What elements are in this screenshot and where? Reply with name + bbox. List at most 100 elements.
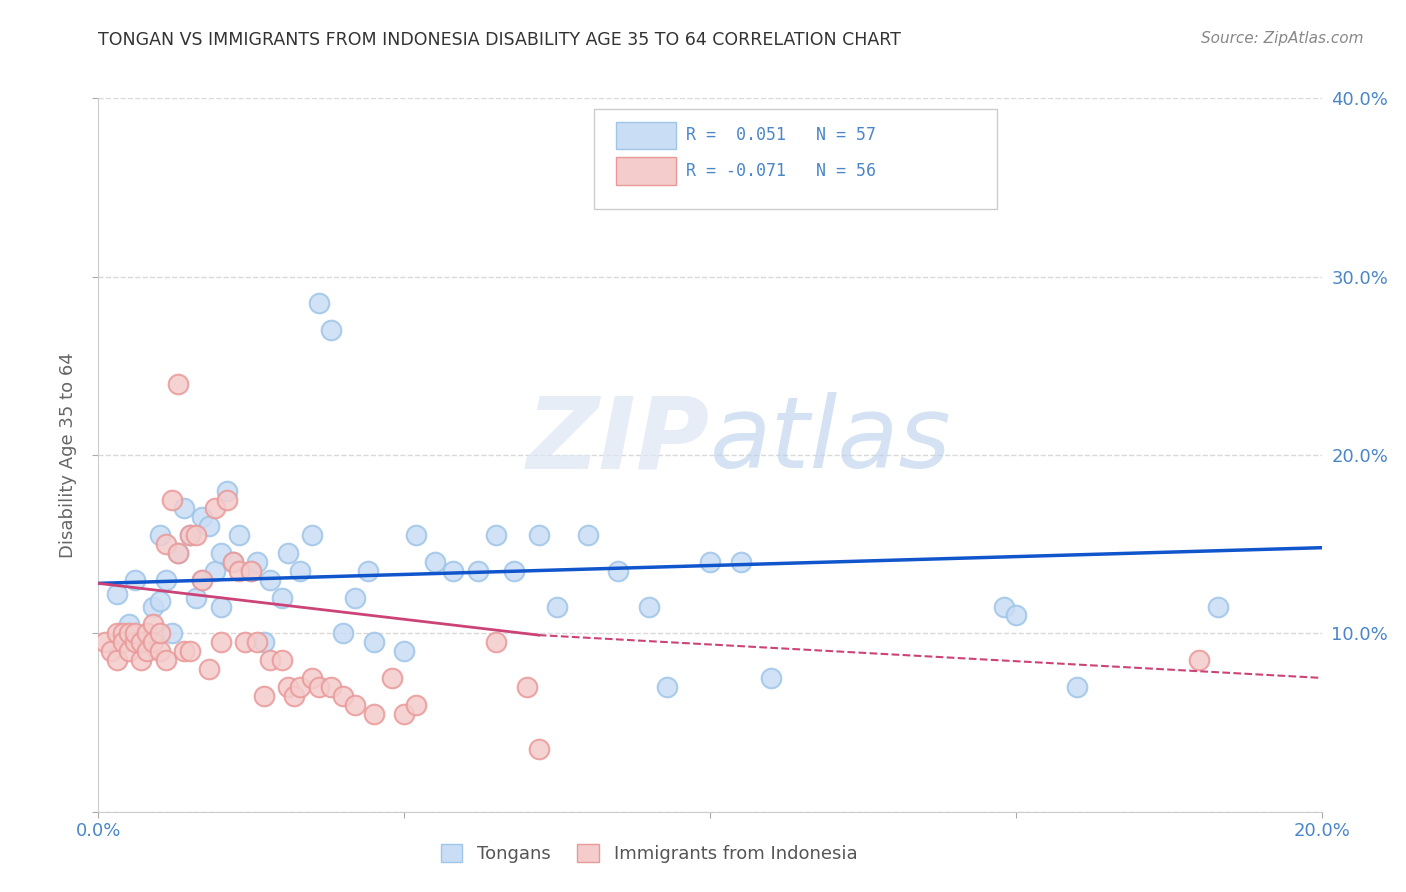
Point: [215, 492, 238, 507]
Point: [332, 689, 354, 703]
Point: [228, 564, 250, 578]
Point: [179, 644, 201, 658]
Point: [186, 591, 208, 605]
Text: R =  0.051   N = 57: R = 0.051 N = 57: [686, 127, 876, 145]
Point: [392, 644, 416, 658]
Point: [155, 573, 177, 587]
Point: [105, 653, 128, 667]
Point: [759, 671, 782, 685]
Point: [290, 564, 312, 578]
Point: [93, 635, 115, 649]
Point: [136, 626, 159, 640]
Point: [173, 644, 195, 658]
Point: [129, 635, 152, 649]
Point: [730, 555, 752, 569]
Point: [105, 626, 128, 640]
Point: [118, 644, 141, 658]
Point: [167, 546, 190, 560]
Point: [252, 635, 274, 649]
Point: [344, 698, 367, 712]
Point: [405, 698, 427, 712]
Point: [546, 599, 568, 614]
Point: [228, 528, 250, 542]
Point: [259, 573, 281, 587]
Point: [129, 635, 152, 649]
Point: [186, 528, 208, 542]
Point: [209, 635, 232, 649]
Point: [167, 376, 190, 391]
Point: [699, 555, 721, 569]
Point: [344, 591, 367, 605]
Point: [363, 635, 385, 649]
Point: [215, 483, 238, 498]
Point: [149, 594, 172, 608]
Point: [246, 555, 269, 569]
Point: [392, 706, 416, 721]
FancyBboxPatch shape: [593, 109, 997, 209]
Point: [993, 599, 1015, 614]
Point: [527, 742, 550, 756]
Point: [155, 653, 177, 667]
Point: [467, 564, 489, 578]
Point: [301, 528, 323, 542]
Point: [209, 599, 232, 614]
Point: [319, 680, 342, 694]
Point: [356, 564, 378, 578]
Point: [485, 528, 508, 542]
Point: [657, 680, 679, 694]
Point: [209, 546, 232, 560]
Point: [503, 564, 526, 578]
Point: [308, 680, 330, 694]
Point: [167, 546, 190, 560]
Point: [129, 653, 152, 667]
Point: [105, 587, 128, 601]
Text: atlas: atlas: [710, 392, 952, 489]
Point: [149, 528, 172, 542]
Point: [319, 323, 342, 337]
Point: [142, 599, 165, 614]
FancyBboxPatch shape: [616, 121, 676, 150]
Point: [1206, 599, 1229, 614]
Point: [142, 635, 165, 649]
Point: [1066, 680, 1088, 694]
Point: [197, 519, 219, 533]
Point: [111, 635, 134, 649]
Point: [441, 564, 464, 578]
Text: Source: ZipAtlas.com: Source: ZipAtlas.com: [1201, 31, 1364, 46]
Point: [527, 528, 550, 542]
Point: [246, 635, 269, 649]
Point: [204, 564, 226, 578]
Text: TONGAN VS IMMIGRANTS FROM INDONESIA DISABILITY AGE 35 TO 64 CORRELATION CHART: TONGAN VS IMMIGRANTS FROM INDONESIA DISA…: [98, 31, 901, 49]
Point: [179, 528, 201, 542]
Point: [259, 653, 281, 667]
Point: [160, 626, 183, 640]
FancyBboxPatch shape: [616, 157, 676, 186]
Point: [363, 706, 385, 721]
Legend: Tongans, Immigrants from Indonesia: Tongans, Immigrants from Indonesia: [433, 837, 865, 871]
Point: [233, 635, 256, 649]
Point: [283, 689, 305, 703]
Point: [179, 528, 201, 542]
Point: [270, 653, 292, 667]
Point: [485, 635, 508, 649]
Point: [301, 671, 323, 685]
Point: [308, 296, 330, 310]
Point: [222, 555, 245, 569]
Point: [124, 626, 146, 640]
Point: [1004, 608, 1026, 623]
Point: [136, 626, 159, 640]
Point: [1188, 653, 1211, 667]
Point: [111, 626, 134, 640]
Point: [149, 626, 172, 640]
Point: [270, 591, 292, 605]
Point: [191, 573, 214, 587]
Point: [100, 644, 122, 658]
Point: [124, 573, 146, 587]
Point: [240, 564, 263, 578]
Point: [405, 528, 427, 542]
Point: [118, 617, 141, 632]
Text: R = -0.071   N = 56: R = -0.071 N = 56: [686, 162, 876, 180]
Point: [252, 689, 274, 703]
Point: [576, 528, 599, 542]
Point: [290, 680, 312, 694]
